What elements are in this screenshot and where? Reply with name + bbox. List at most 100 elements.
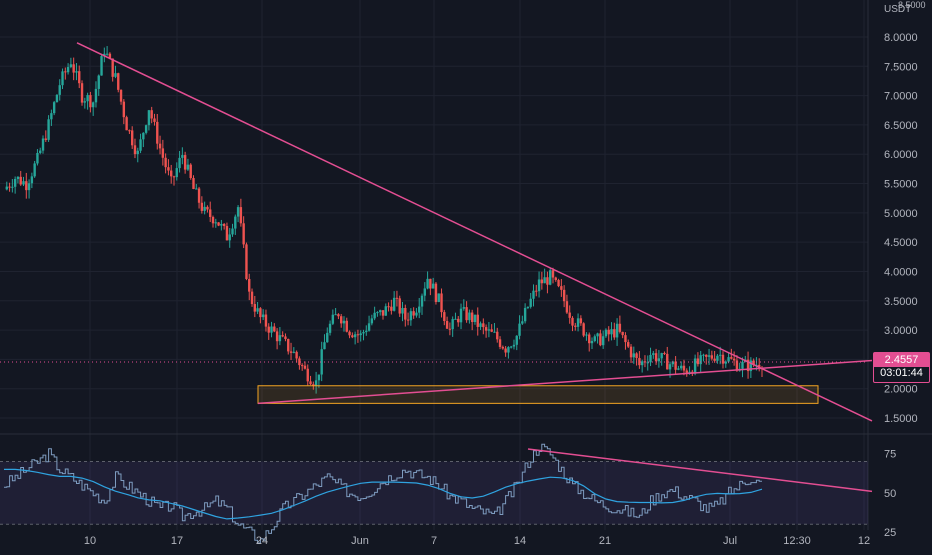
time-axis-label: 14 — [514, 535, 526, 547]
candle-body — [732, 358, 736, 361]
oscillator-axis-label: 25 — [884, 527, 896, 539]
candle-body — [543, 277, 546, 284]
candle-body — [170, 170, 173, 177]
candle-body — [245, 244, 248, 279]
candle-body — [373, 312, 376, 319]
candle-body — [727, 357, 730, 362]
candle-body — [718, 354, 722, 356]
candle-body — [13, 178, 17, 187]
candle-body — [362, 332, 365, 334]
ascending-support-line — [257, 359, 873, 405]
candle-body — [306, 368, 309, 382]
candle-body — [66, 67, 70, 73]
candle-body — [153, 118, 156, 122]
candle-body — [256, 308, 259, 312]
candle-body — [284, 336, 287, 340]
candle-body — [242, 223, 245, 245]
candle-body — [409, 311, 413, 321]
candle-body — [281, 335, 284, 337]
candle-body — [618, 323, 622, 332]
candle-body — [323, 342, 326, 350]
candle-body — [518, 323, 521, 336]
candle-body — [443, 312, 446, 322]
candle-body — [470, 312, 474, 323]
candle-body — [724, 361, 727, 364]
current-price-value: 2.4557 — [884, 354, 919, 366]
candle-body — [309, 381, 312, 385]
oscillator-trendline — [527, 448, 873, 493]
candle-body — [702, 354, 705, 356]
candle-body — [11, 186, 14, 188]
candle-body — [133, 145, 137, 155]
candle-body — [234, 216, 237, 229]
candle-body — [75, 71, 78, 73]
candle-body — [593, 336, 596, 341]
candle-body — [370, 318, 374, 324]
candle-body — [298, 358, 301, 366]
candle-body — [705, 354, 708, 357]
candle-body — [671, 361, 675, 365]
candle-body — [615, 323, 619, 338]
oscillator-ma-line — [4, 468, 763, 520]
candle-body — [749, 360, 753, 372]
candle-body — [741, 361, 744, 369]
candle-body — [574, 325, 577, 327]
candle-body — [562, 289, 566, 302]
candle-body — [197, 188, 201, 203]
candle-body — [426, 278, 429, 289]
candle-body — [621, 331, 624, 336]
candle-body — [607, 329, 610, 335]
candle-body — [652, 353, 655, 355]
current-price-badge: 2.4557 03:01:44 — [873, 352, 930, 383]
candle-body — [624, 335, 627, 343]
candle-body — [384, 306, 387, 316]
price-axis-label: 5.5000 — [884, 179, 918, 191]
candle-body — [253, 304, 257, 312]
candle-body — [535, 290, 538, 292]
candle-body — [420, 295, 424, 307]
candle-body — [462, 307, 466, 309]
candle-body — [632, 353, 636, 358]
candle-body — [55, 94, 59, 103]
candle-body — [144, 125, 148, 133]
candle-body — [108, 53, 112, 59]
candle-body — [406, 319, 410, 321]
candle-body — [613, 329, 616, 338]
candle-body — [181, 155, 184, 158]
candle-body — [752, 360, 755, 366]
candle-body — [122, 101, 126, 118]
candle-body — [239, 207, 243, 224]
time-axis-label: 12 — [858, 535, 870, 547]
candle-body — [225, 226, 229, 241]
candle-body — [183, 155, 187, 170]
time-axis-label: 17 — [171, 535, 183, 547]
candle-body — [635, 353, 638, 359]
candle-body — [25, 181, 28, 191]
candle-body — [546, 277, 549, 285]
candle-body — [103, 53, 106, 57]
time-axis-label: 12:30 — [783, 535, 811, 547]
candle-body — [392, 297, 396, 311]
candle-body — [660, 353, 663, 359]
candle-body — [337, 314, 340, 317]
candle-body — [339, 316, 343, 324]
price-axis-label: 8.0000 — [884, 32, 918, 44]
candle-body — [111, 58, 114, 77]
candle-body — [579, 318, 583, 324]
candle-body — [638, 358, 641, 366]
candle-body — [434, 283, 438, 302]
candle-body — [250, 291, 254, 305]
candle-body — [172, 176, 176, 178]
price-axis-label: 3.5000 — [884, 296, 918, 308]
candle-body — [128, 130, 131, 132]
candle-body — [175, 168, 178, 178]
candle-body — [431, 283, 435, 289]
candle-body — [186, 164, 190, 170]
candle-body — [52, 102, 56, 114]
candle-body — [713, 358, 716, 361]
candle-body — [398, 298, 401, 314]
candle-body — [716, 355, 719, 361]
candle-body — [270, 326, 273, 333]
